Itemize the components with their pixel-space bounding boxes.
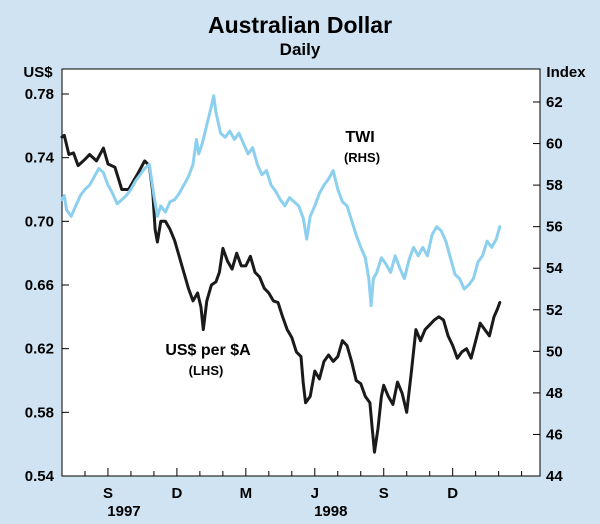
left-axis-tick-label: 0.54 bbox=[25, 468, 55, 485]
right-axis-tick-label: 54 bbox=[546, 260, 563, 277]
left-axis-tick-label: 0.58 bbox=[25, 404, 54, 421]
right-axis-tick-label: 62 bbox=[546, 94, 563, 111]
twi-sublabel: (RHS) bbox=[344, 150, 380, 165]
chart-title: Australian Dollar bbox=[208, 12, 392, 38]
left-axis-tick-label: 0.62 bbox=[25, 341, 54, 358]
x-axis-month-label: D bbox=[171, 485, 182, 502]
x-axis-month-label: S bbox=[379, 485, 389, 502]
right-axis-tick-label: 46 bbox=[546, 426, 563, 443]
plot-area bbox=[61, 68, 541, 477]
x-axis-month-label: D bbox=[447, 485, 458, 502]
usd-per-aud-sublabel: (LHS) bbox=[189, 363, 224, 378]
right-axis-tick-label: 50 bbox=[546, 343, 563, 360]
series-layer bbox=[60, 94, 502, 454]
usd-per-aud-label: US$ per $A bbox=[165, 342, 251, 359]
twi-line bbox=[60, 94, 502, 308]
right-axis-tick-label: 44 bbox=[546, 468, 563, 485]
chart-subtitle: Daily bbox=[280, 40, 321, 59]
twi-label: TWI bbox=[345, 129, 374, 146]
right-axis-tick-label: 52 bbox=[546, 302, 563, 319]
x-axis-month-label: M bbox=[240, 485, 253, 502]
left-axis-tick-label: 0.66 bbox=[25, 277, 54, 294]
right-axis-tick-label: 48 bbox=[546, 385, 563, 402]
right-axis-unit: Index bbox=[546, 64, 586, 81]
left-axis-tick-label: 0.70 bbox=[25, 213, 54, 230]
x-axis-month-label: S bbox=[103, 485, 113, 502]
x-axis-year-label: 1998 bbox=[314, 503, 347, 520]
right-axis-tick-label: 60 bbox=[546, 136, 563, 153]
x-axis-year-label: 1997 bbox=[107, 503, 140, 520]
left-axis-unit: US$ bbox=[23, 64, 53, 81]
x-axis-month-label: J bbox=[311, 485, 319, 502]
right-axis-tick-label: 56 bbox=[546, 219, 563, 236]
right-axis-tick-label: 58 bbox=[546, 177, 563, 194]
axis-ticks: 0.78 0.74 0.70 0.66 0.62 0.58 0.54 62 60 58 56 54 52… bbox=[25, 86, 564, 520]
left-axis-tick-label: 0.78 bbox=[25, 86, 54, 103]
series-annotations: TWI (RHS) US$ per $A (LHS) bbox=[165, 129, 380, 378]
left-axis-tick-label: 0.74 bbox=[25, 150, 55, 167]
